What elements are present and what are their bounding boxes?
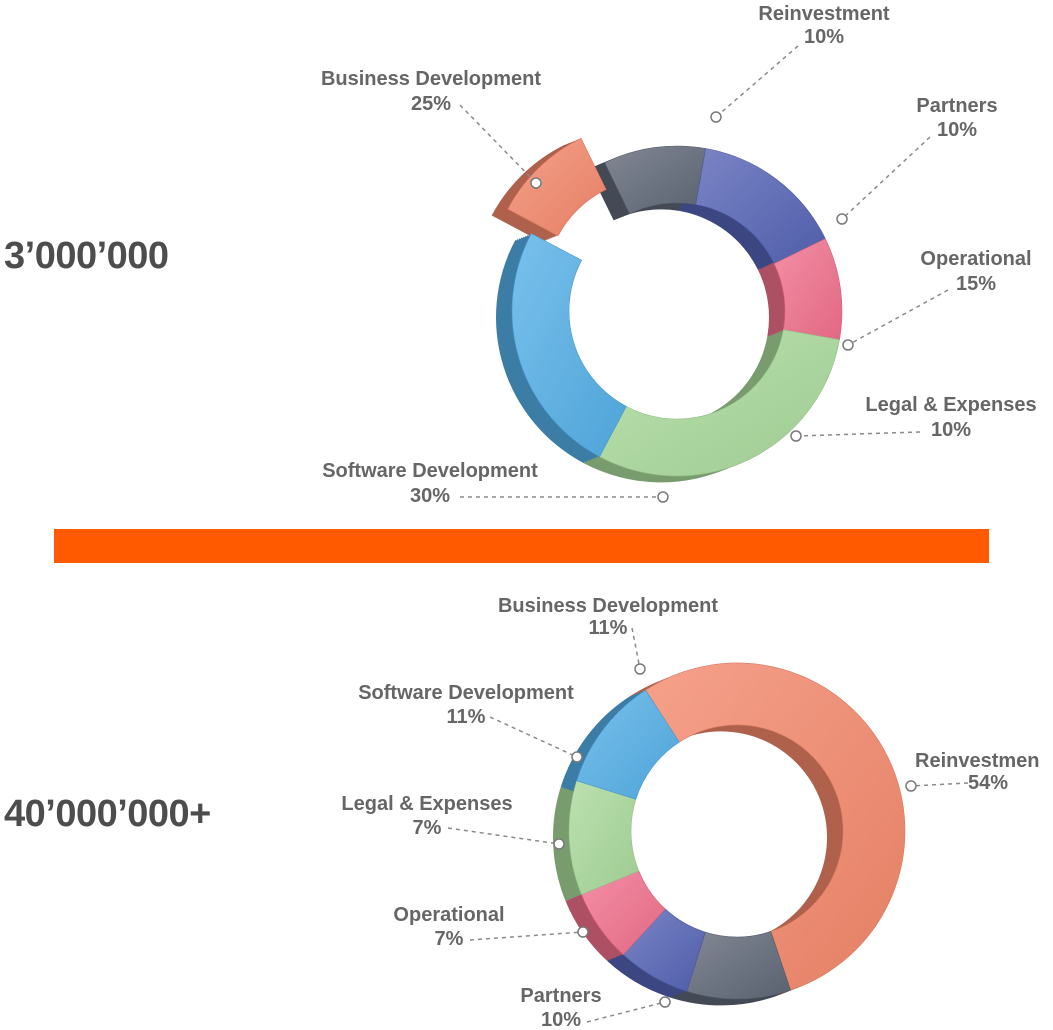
donut-chart-40m: Reinvestmen54%Partners10%Operational7%Le…: [341, 595, 1039, 1030]
leader-line-reinvestment: [715, 45, 799, 118]
leader-line-partners: [841, 136, 931, 220]
leader-line-partners: [586, 1001, 666, 1023]
slice-reinvestmen: [645, 662, 906, 991]
slice-label-business-development: Business Development: [498, 595, 718, 617]
leader-dot-operational: [842, 339, 854, 351]
donut-hole: [593, 223, 753, 407]
leader-line-legal-and-expenses: [447, 827, 560, 845]
leader-line-operational: [469, 931, 584, 941]
orange-divider-bar: [54, 529, 989, 563]
leader-line-operational: [847, 289, 949, 346]
leader-line-reinvestmen: [910, 782, 969, 787]
slice-label-operational: Operational: [393, 904, 504, 926]
slice-value-legal-and-expenses: 10%: [931, 419, 971, 441]
slice-business-development: [576, 689, 680, 800]
slice-labels: Reinvestmen54%Partners10%Operational7%Le…: [341, 595, 1039, 1030]
slice-value-business-development: 25%: [411, 93, 451, 115]
slice-label-reinvestment: Reinvestment: [758, 3, 889, 25]
leader-dot-partners: [659, 996, 671, 1008]
slice-label-software-development: Software Development: [322, 460, 538, 482]
leader-dot-software-development: [657, 491, 669, 503]
slice-value-reinvestmen: 54%: [968, 772, 1008, 794]
slice-label-operational: Operational: [920, 248, 1031, 270]
slice-value-operational: 7%: [435, 928, 464, 950]
slice-label-business-development: Business Development: [321, 68, 541, 90]
slice-label-legal-and-expenses: Legal & Expenses: [865, 394, 1036, 416]
leader-dot-business-development: [634, 663, 646, 675]
leader-dot-reinvestmen: [905, 780, 917, 792]
donut-hole: [667, 741, 799, 929]
slice-tops: [507, 137, 843, 477]
leader-line-software-development: [489, 716, 578, 758]
leader-line-business-development: [631, 627, 641, 670]
leader-line-legal-and-expenses: [795, 431, 921, 437]
slice-reinvestment: [507, 137, 607, 237]
slice-label-legal-and-expenses: Legal & Expenses: [341, 793, 512, 815]
slice-value-partners: 10%: [937, 119, 977, 141]
slice-value-legal-and-expenses: 7%: [413, 817, 442, 839]
leader-dot-reinvestment: [710, 111, 722, 123]
slice-labels: Reinvestment10%Partners10%Operational15%…: [321, 3, 1037, 507]
slice-value-partners: 10%: [541, 1009, 581, 1030]
donut-chart-3m: Reinvestment10%Partners10%Operational15%…: [321, 3, 1037, 507]
leader-dot-legal-and-expenses: [553, 838, 565, 850]
slice-software-development: [599, 329, 840, 477]
slice-value-business-development: 11%: [589, 617, 628, 639]
slice-value-software-development: 11%: [447, 706, 486, 728]
slice-value-reinvestment: 10%: [804, 26, 844, 48]
chart-title-40m: 40’000’000+: [4, 793, 211, 835]
slice-value-software-development: 30%: [410, 485, 450, 507]
leader-dot-legal-and-expenses: [790, 430, 802, 442]
slice-label-software-development: Software Development: [358, 682, 574, 704]
leader-dot-operational: [577, 926, 589, 938]
slice-tops: [568, 662, 906, 1000]
leader-dot-software-development: [571, 751, 583, 763]
chart-title-3m: 3’000’000: [4, 235, 169, 277]
leader-dot-partners: [836, 213, 848, 225]
chart-panel-40m: 40’000’000+ Reinvestmen 54% Partners 10% Ope…: [0, 575, 1053, 1030]
slice-business-development: [511, 233, 627, 458]
slice-label-partners: Partners: [520, 985, 601, 1007]
leader-line-business-development: [459, 104, 537, 184]
leader-dot-business-development: [530, 177, 542, 189]
chart-panel-3m: 3’000’000 Reinvestment 10% Partners 10% Oper…: [4, 3, 1037, 507]
slice-value-operational: 15%: [956, 273, 996, 295]
slice-label-reinvestmen: Reinvestmen: [915, 750, 1040, 772]
slice-label-partners: Partners: [916, 95, 997, 117]
